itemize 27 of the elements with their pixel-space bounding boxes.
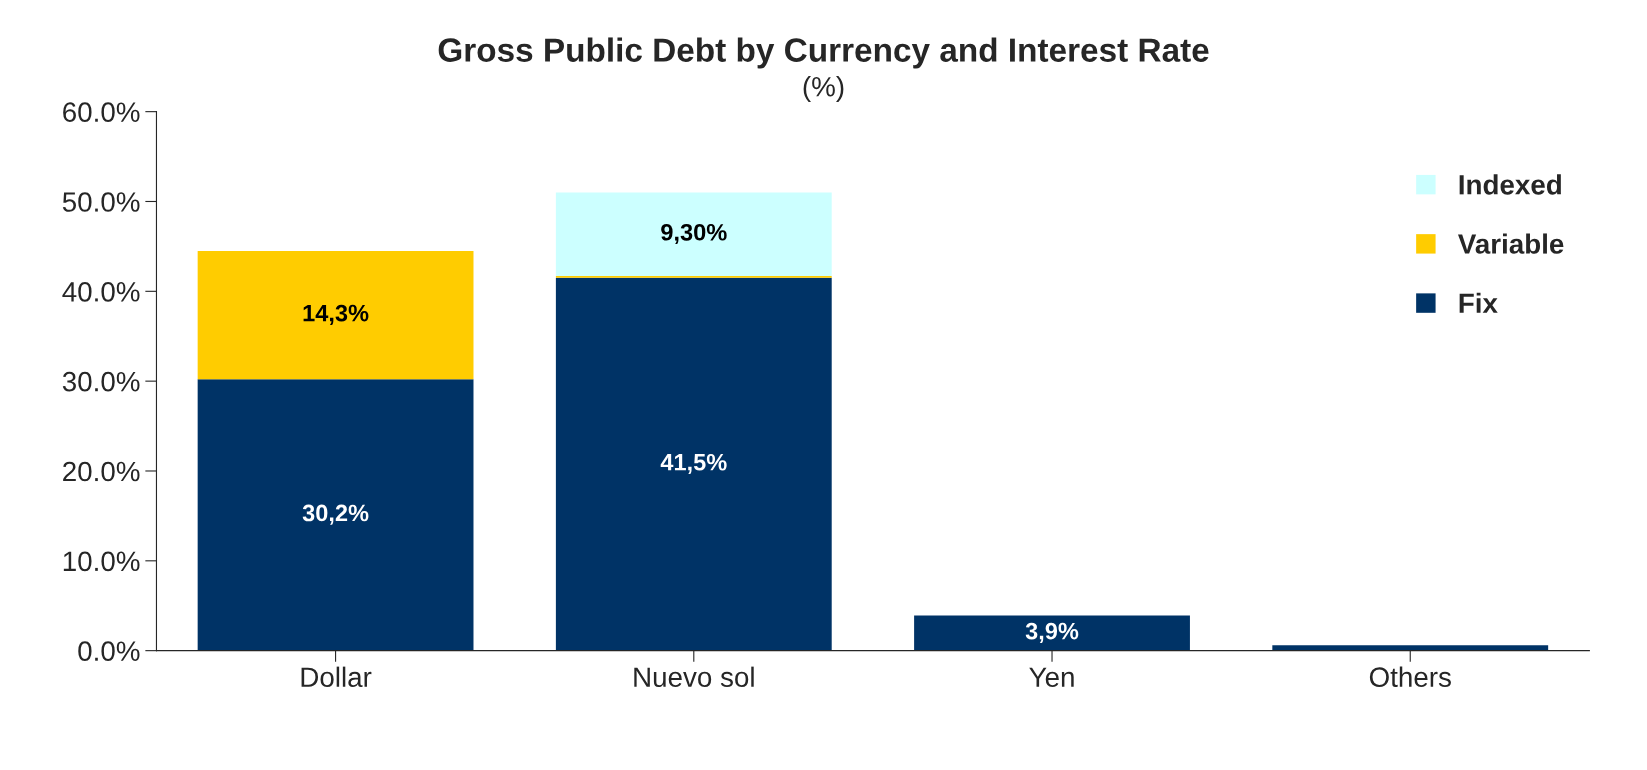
- bar: [914, 615, 1190, 651]
- x-tick-label: Others: [1369, 666, 1451, 688]
- legend-label: Variable: [1457, 233, 1564, 254]
- y-tick-label: 60.0%: [63, 102, 140, 122]
- bar: [555, 192, 832, 277]
- data-label: 14,3%: [303, 304, 369, 325]
- data-label: 41,5%: [660, 453, 727, 475]
- data-label: 3,9%: [1025, 622, 1079, 643]
- x-tick-label: Nuevo sol: [634, 666, 754, 688]
- legend-label: Indexed: [1459, 174, 1561, 195]
- bar: [197, 250, 474, 380]
- legend-label: Fix: [1459, 292, 1498, 313]
- y-tick-label: 10.0%: [63, 551, 140, 572]
- y-tick-label: 0.0%: [78, 641, 140, 661]
- bar: [1272, 645, 1549, 651]
- bar: [555, 277, 832, 651]
- data-label: 9,30%: [661, 223, 727, 245]
- chart-title: Gross Public Debt by Currency and Interest Rate: [438, 37, 1209, 69]
- y-tick-label: 40.0%: [62, 281, 140, 302]
- chart-subtitle: (%): [803, 76, 844, 102]
- y-tick-label: 30.0%: [62, 371, 140, 392]
- y-tick-label: 20.0%: [63, 461, 140, 482]
- x-tick-label: Yen: [1029, 667, 1074, 688]
- data-label: 30,2%: [302, 504, 369, 525]
- y-tick-label: 50.0%: [62, 192, 140, 212]
- x-tick-label: Dollar: [301, 666, 372, 688]
- bar: [197, 379, 474, 651]
